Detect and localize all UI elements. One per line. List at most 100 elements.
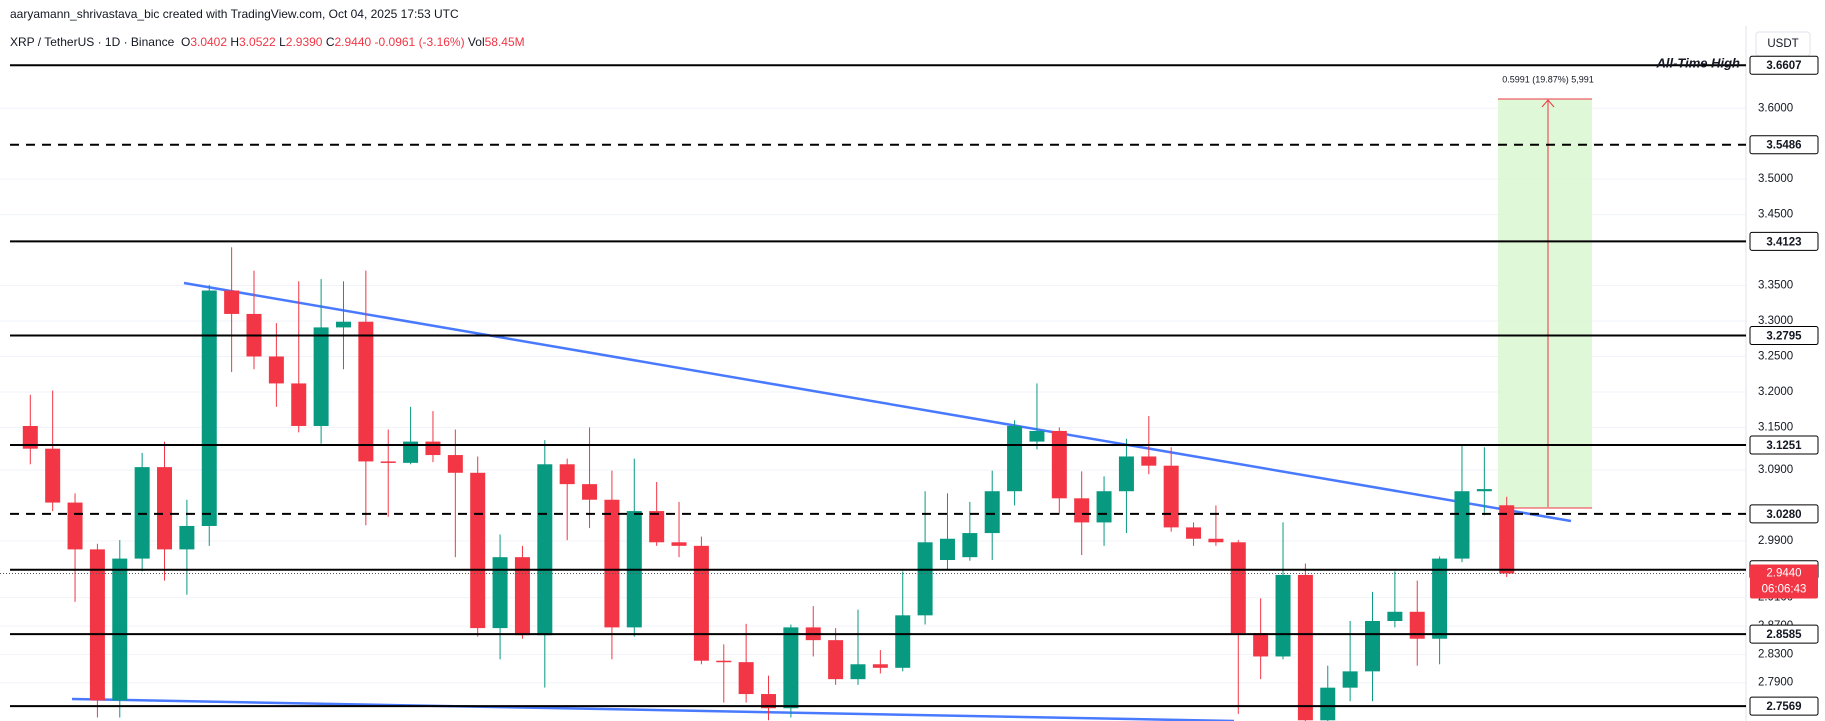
candle-body (291, 383, 307, 426)
long-position-box (1498, 99, 1592, 508)
candle-body (738, 662, 754, 695)
level-label: 3.5486 (1766, 140, 1801, 152)
candle-body (582, 484, 598, 500)
candle-body (850, 664, 866, 680)
y-tick-label: 3.0900 (1758, 464, 1793, 476)
candle-body (492, 557, 508, 629)
y-tick-label: 3.2500 (1758, 351, 1793, 363)
l-value: 2.9390 (285, 35, 323, 49)
candle-body (380, 461, 396, 463)
candle-body (157, 467, 173, 550)
candle-body (1499, 505, 1515, 574)
y-tick-label: 2.9900 (1758, 535, 1793, 547)
candle-body (1074, 498, 1090, 523)
y-tick-label: 3.3500 (1758, 280, 1793, 292)
candle-body (1454, 491, 1470, 559)
current-price-label: 2.9440 (1766, 568, 1801, 580)
candle-body (1320, 687, 1336, 721)
candle-body (984, 491, 1000, 534)
candle-body (559, 464, 575, 485)
y-tick-label: 3.3000 (1758, 315, 1793, 327)
l-label: L (279, 35, 286, 49)
level-label: 2.8585 (1766, 629, 1802, 641)
candle-body (537, 464, 553, 636)
level-label: 3.6607 (1766, 60, 1801, 72)
candle-body (268, 356, 284, 384)
c-label: C (325, 35, 335, 49)
level-label: 3.0280 (1766, 509, 1801, 521)
candle-body (22, 425, 38, 449)
y-tick-label: 3.4500 (1758, 209, 1793, 221)
level-label-box (1749, 55, 1819, 75)
candle-body (939, 538, 955, 561)
o-label: O (180, 35, 191, 49)
y-tick-label: 3.2000 (1758, 386, 1793, 398)
candle-body (45, 448, 61, 503)
candle-body (828, 640, 844, 680)
candle-body (1208, 538, 1224, 543)
candle-body (1096, 491, 1112, 523)
candle-body (358, 321, 374, 462)
candle-body (783, 627, 799, 709)
candle-body (425, 441, 441, 456)
candle-body (134, 467, 150, 559)
level-label-box (1749, 624, 1819, 644)
y-tick-label: 3.1500 (1758, 421, 1793, 433)
candle-body (917, 542, 933, 616)
candle-body (761, 694, 777, 709)
trend-line (71, 697, 1235, 721)
candle-body (179, 525, 195, 550)
h-value: 3.0522 (239, 35, 276, 49)
candle-body (872, 664, 888, 668)
position-label: 0.5991 (19.87%) 5,991 (1502, 74, 1594, 84)
candle-body (1476, 489, 1492, 492)
candle-body (962, 533, 978, 558)
candle-body (1141, 456, 1157, 466)
arrow-head (1541, 99, 1555, 108)
current-price-box (1750, 564, 1818, 599)
o-value: 3.0402 (190, 35, 228, 49)
trend-line (183, 281, 1572, 523)
candle-body (514, 557, 530, 636)
candle-body (604, 499, 620, 628)
candle-body (1007, 425, 1023, 492)
candle-body (1409, 611, 1425, 639)
candle-body (1365, 621, 1380, 672)
candle-body (335, 321, 351, 328)
candle-body (1342, 671, 1358, 688)
candle-body (716, 660, 732, 663)
y-tick-label: 2.8300 (1758, 648, 1793, 660)
change: -0.0961 (-3.16%) (374, 35, 465, 49)
level-label-box (1749, 435, 1819, 455)
candle-body (89, 549, 105, 701)
candle-body (671, 542, 687, 546)
level-label: 3.1251 (1766, 440, 1802, 452)
candle-body (1029, 430, 1045, 442)
y-tick-label: 2.7900 (1758, 677, 1793, 689)
candle-body (1432, 558, 1448, 639)
candle-body (201, 290, 217, 526)
candle-body (1253, 633, 1269, 657)
level-label-box (1749, 696, 1819, 716)
candle-body (693, 545, 709, 661)
legend: XRP / TetherUS · 1D · Binance O3.0402 H3… (10, 35, 525, 49)
candle-body (470, 472, 486, 629)
volume: 58.45M (484, 35, 525, 49)
candle-body (1387, 611, 1403, 622)
level-label: 3.4123 (1766, 236, 1801, 248)
level-label-box (1749, 231, 1819, 251)
countdown: 06:06:43 (1762, 584, 1807, 596)
candle-body (1297, 574, 1313, 721)
level-label: 3.2795 (1766, 331, 1802, 343)
candle-body (1186, 527, 1202, 539)
vol-label: Vol (467, 35, 485, 49)
candle-body (649, 511, 665, 543)
level-label-box (1749, 326, 1819, 346)
level-label-box (1749, 135, 1819, 155)
credit: aaryamann_shrivastava_bic created with T… (10, 7, 459, 21)
candle-body (403, 441, 419, 463)
candle-body (1051, 430, 1067, 499)
symbol: XRP / TetherUS · 1D · Binance (10, 35, 175, 49)
